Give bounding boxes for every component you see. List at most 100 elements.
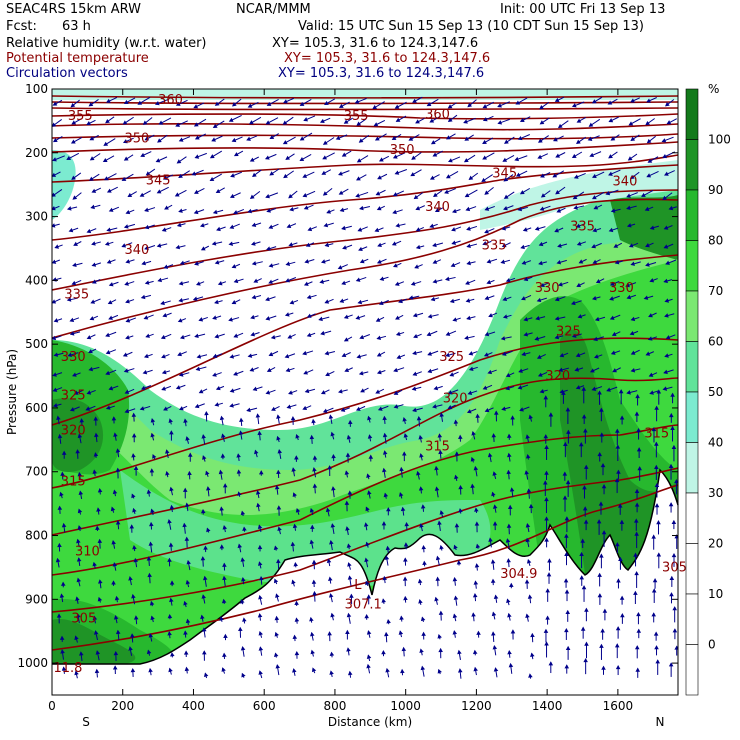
circulation-vector-head [519, 190, 525, 195]
circulation-vector-head [107, 300, 113, 305]
circulation-vector-head [432, 259, 438, 264]
circulation-vector-head [571, 103, 577, 108]
circulation-vector-head [212, 372, 217, 377]
circulation-vector-head [527, 594, 533, 599]
y-axis-title: Pressure (hPa) [5, 349, 19, 435]
circulation-vector-head [412, 98, 417, 103]
circulation-vector-head [182, 522, 187, 528]
circulation-vector-head [94, 432, 99, 438]
circulation-vector-head [476, 630, 481, 635]
circulation-vector-head [398, 298, 403, 304]
circulation-vector-head [167, 613, 173, 619]
circulation-vector-head [127, 192, 133, 198]
circulation-vector-head [419, 523, 424, 528]
colorbar-bin [685, 644, 699, 696]
circulation-vector-head [222, 652, 227, 657]
circulation-vector-head [285, 278, 290, 283]
circulation-vector-head [634, 571, 639, 576]
circulation-vector-head [373, 122, 379, 127]
circulation-vector-head [600, 462, 606, 468]
circulation-vector-head [148, 633, 154, 638]
circulation-vector-head [268, 351, 274, 357]
circulation-vector-head [91, 188, 97, 193]
circulation-vector-head [194, 135, 200, 140]
circulation-vector-head [193, 209, 199, 215]
circulation-vector-head [366, 663, 371, 669]
circulation-vector-head [411, 155, 416, 160]
theta-contour-line [52, 113, 678, 120]
circulation-vector-head [464, 335, 469, 340]
circulation-vector-head [482, 155, 487, 160]
circulation-vector-head [241, 577, 246, 582]
circulation-vector-head [60, 471, 65, 476]
theta-contour-line [52, 484, 678, 651]
y-tick-label: 300 [25, 210, 48, 224]
circulation-vector-head [583, 464, 589, 469]
circulation-vector-head [453, 419, 459, 424]
circulation-vector-head [671, 552, 677, 558]
circulation-vector-head [382, 575, 387, 581]
circulation-vector-head [572, 195, 578, 200]
circulation-vector-head [547, 558, 552, 563]
y-tick-label: 600 [25, 401, 48, 415]
circulation-vector-head [52, 259, 57, 264]
theta-labels: 360 355 355 360 350 350 345 345 340 340 335 335 340 3… [53, 93, 686, 676]
circulation-vector-head [236, 453, 241, 458]
forecast-label: Fcst: [6, 19, 37, 34]
field3-name: Circulation vectors [6, 66, 128, 81]
circulation-vector-head [601, 484, 607, 489]
colorbar-label: 100 [708, 133, 731, 147]
circulation-vector-head [664, 353, 669, 358]
circulation-vector-head [420, 665, 426, 671]
circulation-vector-head [131, 593, 136, 599]
circulation-vector-head [509, 582, 514, 587]
circulation-vector-head [229, 354, 235, 359]
circulation-vector-head [311, 418, 316, 424]
circulation-vector-head [607, 100, 613, 105]
circulation-vector-head [579, 575, 585, 580]
circulation-vector-head [654, 405, 659, 410]
circulation-vector-head [486, 279, 492, 285]
circulation-vector-head [286, 223, 292, 229]
circulation-vector-head [91, 241, 96, 246]
circulation-vector-head [276, 469, 281, 474]
circulation-vector-head [169, 597, 174, 603]
circulation-vector-head [434, 208, 440, 213]
circulation-vector-head [637, 466, 642, 471]
circulation-vector-head [643, 295, 649, 300]
circulation-vector-head [194, 261, 199, 266]
circulation-vector-head [193, 189, 199, 194]
circulation-vector-head [486, 259, 492, 264]
circulation-vector-head [363, 522, 369, 527]
circulation-vector-head [323, 222, 329, 228]
circulation-vector-head [616, 469, 621, 474]
circulation-vector-head [246, 407, 251, 413]
circulation-vector-head [311, 667, 317, 673]
circulation-vector-head [111, 540, 116, 545]
circulation-vector-head [364, 557, 369, 563]
colorbar-label: 30 [708, 486, 723, 500]
circulation-vector-head [284, 312, 290, 317]
circulation-vector-head [202, 455, 207, 460]
circulation-vector-head [633, 590, 638, 595]
circulation-vector-head [292, 668, 297, 673]
circulation-vector-head [240, 599, 245, 604]
circulation-vector-head [343, 337, 349, 342]
theta-label: 345 [146, 173, 171, 188]
circulation-vector-head [324, 350, 330, 356]
circulation-vector-head [595, 279, 601, 284]
circulation-vector-head [305, 242, 311, 247]
circulation-vector-head [70, 102, 76, 108]
circulation-vector-head [187, 470, 192, 476]
circulation-vector-head [506, 598, 511, 604]
theta-label: 315 [644, 427, 669, 442]
circulation-vector-head [122, 120, 128, 125]
circulation-vector-head [52, 403, 58, 408]
circulation-vector-head [214, 402, 220, 407]
rh-region-40-upper [52, 150, 76, 220]
circulation-vector-head [158, 120, 164, 125]
circulation-vector-head [52, 101, 58, 106]
circulation-vector-head [656, 520, 661, 525]
circulation-vector-head [228, 117, 234, 122]
circulation-vector-head [540, 173, 545, 178]
